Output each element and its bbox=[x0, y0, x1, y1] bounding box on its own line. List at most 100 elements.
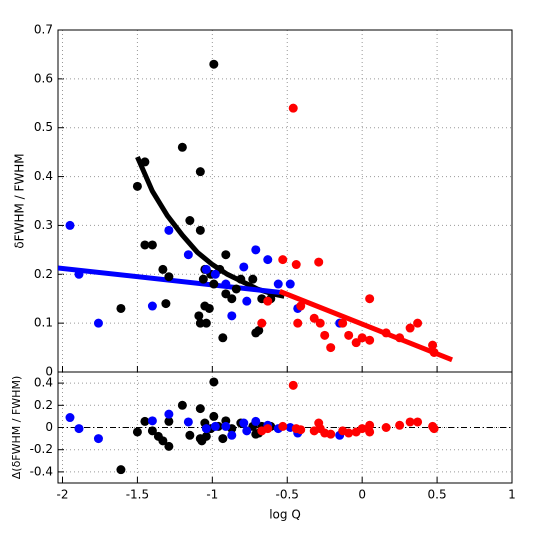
x-tick-label: -2 bbox=[57, 488, 69, 502]
point bbox=[209, 411, 219, 421]
y-tick-label: 0.2 bbox=[34, 267, 53, 281]
point bbox=[201, 264, 211, 274]
point bbox=[65, 220, 75, 230]
x-tick-label: 0 bbox=[358, 488, 366, 502]
point bbox=[195, 404, 205, 414]
point bbox=[254, 325, 264, 335]
point bbox=[185, 216, 195, 226]
point bbox=[236, 274, 246, 284]
point bbox=[147, 426, 157, 436]
point bbox=[288, 103, 298, 113]
y-tick-label: 0.4 bbox=[34, 376, 53, 390]
point bbox=[365, 335, 375, 345]
point bbox=[263, 296, 273, 306]
point bbox=[263, 424, 273, 434]
point bbox=[231, 284, 241, 294]
point bbox=[288, 380, 298, 390]
point bbox=[132, 427, 142, 437]
y-tick-label: 0 bbox=[45, 365, 53, 379]
point bbox=[242, 426, 252, 436]
point bbox=[344, 330, 354, 340]
point bbox=[116, 465, 126, 475]
point bbox=[357, 333, 367, 343]
point bbox=[413, 417, 423, 427]
x-tick-label: 0.5 bbox=[428, 488, 447, 502]
point bbox=[278, 255, 288, 265]
point bbox=[291, 260, 301, 270]
point bbox=[395, 420, 405, 430]
point bbox=[140, 240, 150, 250]
point bbox=[395, 333, 405, 343]
point bbox=[218, 434, 228, 444]
point bbox=[381, 328, 391, 338]
point bbox=[65, 413, 75, 423]
y-tick-label: 0.6 bbox=[34, 71, 53, 85]
point bbox=[239, 262, 249, 272]
point bbox=[320, 330, 330, 340]
point bbox=[158, 436, 168, 446]
point bbox=[209, 59, 219, 69]
point bbox=[314, 257, 324, 267]
point bbox=[147, 301, 157, 311]
point bbox=[140, 416, 150, 426]
point bbox=[221, 279, 231, 289]
y-axis-label: Δ(δFWHM / FWHM) bbox=[10, 376, 23, 479]
plot-frame bbox=[57, 29, 513, 373]
point bbox=[351, 338, 361, 348]
point bbox=[227, 430, 237, 440]
point bbox=[326, 429, 336, 439]
point bbox=[201, 424, 211, 434]
point bbox=[204, 303, 214, 313]
point bbox=[296, 425, 306, 435]
point bbox=[177, 400, 187, 410]
point bbox=[221, 421, 231, 431]
point bbox=[164, 416, 174, 426]
point bbox=[164, 409, 174, 419]
point bbox=[296, 301, 306, 311]
point bbox=[239, 418, 249, 428]
point bbox=[405, 323, 415, 333]
point bbox=[183, 250, 193, 260]
point bbox=[428, 340, 438, 350]
point bbox=[201, 318, 211, 328]
y-tick-label: 0.7 bbox=[34, 23, 53, 37]
y-tick-label: 0.1 bbox=[34, 316, 53, 330]
point bbox=[293, 318, 303, 328]
point bbox=[429, 347, 439, 357]
point bbox=[209, 377, 219, 387]
x-tick-label: -0.5 bbox=[276, 488, 299, 502]
point bbox=[227, 311, 237, 321]
y-tick-label: 0.5 bbox=[34, 120, 53, 134]
point bbox=[74, 424, 84, 434]
point bbox=[381, 423, 391, 432]
point bbox=[164, 272, 174, 282]
point bbox=[257, 318, 267, 328]
point bbox=[273, 279, 283, 289]
point bbox=[185, 430, 195, 440]
point bbox=[93, 318, 103, 328]
point bbox=[315, 318, 325, 328]
point bbox=[195, 225, 205, 235]
y-tick-label: 0.2 bbox=[34, 398, 53, 412]
point bbox=[221, 289, 231, 299]
y-tick-label: -0.2 bbox=[30, 442, 53, 456]
point bbox=[116, 303, 126, 313]
point bbox=[209, 279, 219, 289]
y-tick-label: -0.4 bbox=[30, 464, 53, 478]
point bbox=[357, 424, 367, 434]
point bbox=[365, 420, 375, 430]
x-axis-label: log Q bbox=[269, 508, 301, 522]
point bbox=[140, 157, 150, 167]
point bbox=[413, 318, 423, 328]
y-axis-label: δFWHM / FWHM bbox=[13, 153, 27, 248]
y-tick-label: 0.3 bbox=[34, 218, 53, 232]
point bbox=[309, 313, 319, 323]
point bbox=[147, 416, 157, 426]
point bbox=[338, 318, 348, 328]
point bbox=[93, 434, 103, 444]
point bbox=[195, 167, 205, 177]
fit-line bbox=[278, 289, 453, 363]
point bbox=[164, 225, 174, 235]
plot-frame bbox=[57, 371, 513, 484]
